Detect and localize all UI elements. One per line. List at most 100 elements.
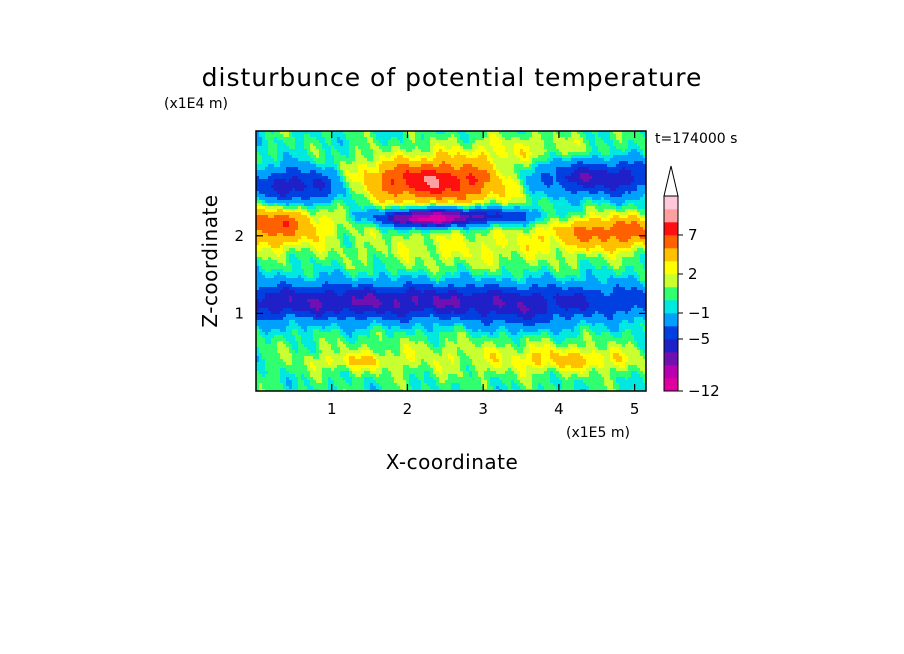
contour-cell — [256, 386, 260, 390]
contour-cell — [562, 380, 575, 384]
contour-cell — [310, 221, 317, 225]
contour-cell — [439, 317, 452, 321]
contour-cell — [535, 344, 545, 348]
contour-cell — [580, 275, 587, 279]
contour-cell — [286, 281, 326, 285]
contour-cell — [322, 371, 341, 375]
contour-cell — [592, 323, 596, 327]
contour-cell — [601, 137, 611, 141]
contour-cell — [487, 386, 494, 390]
contour-cell — [298, 347, 308, 351]
contour-cell — [538, 284, 548, 288]
contour-cell — [319, 329, 332, 333]
contour-cell — [436, 263, 446, 267]
contour-cell — [439, 245, 467, 249]
contour-cell — [520, 380, 533, 384]
contour-cell — [313, 332, 341, 336]
contour-cell — [385, 212, 395, 216]
contour-cell — [433, 146, 446, 150]
contour-cell — [433, 212, 443, 216]
contour-cell — [403, 242, 425, 246]
contour-cell — [436, 380, 440, 384]
colorbar-segment — [664, 352, 678, 366]
colorbar-segment — [664, 235, 678, 249]
contour-cell — [364, 155, 374, 159]
contour-cell — [496, 134, 503, 138]
contour-cell — [352, 296, 356, 300]
contour-cell — [310, 242, 326, 246]
contour-cell — [373, 194, 395, 198]
contour-cell — [577, 245, 596, 249]
contour-cell — [526, 386, 533, 390]
contour-cell — [259, 152, 269, 156]
contour-cell — [625, 377, 629, 381]
contour-cell — [256, 185, 272, 189]
contour-cell — [463, 233, 476, 237]
contour-cell — [433, 284, 449, 288]
contour-cell — [460, 272, 470, 276]
contour-cell — [313, 152, 320, 156]
contour-cell — [307, 206, 317, 210]
contour-cell — [523, 302, 548, 306]
contour-cell — [373, 272, 380, 276]
contour-cell — [400, 149, 407, 153]
contour-cell — [325, 140, 332, 144]
contour-cell — [571, 317, 608, 321]
contour-cell — [328, 317, 338, 321]
contour-cell — [484, 152, 491, 156]
contour-cell — [376, 320, 401, 324]
contour-cell — [559, 263, 569, 267]
contour-cell — [457, 338, 470, 342]
contour-cell — [313, 251, 320, 255]
contour-cell — [556, 248, 560, 252]
contour-cell — [379, 146, 392, 150]
contour-cell — [457, 332, 467, 336]
contour-cell — [589, 371, 599, 375]
contour-cell — [349, 143, 371, 147]
contour-cell — [415, 188, 446, 192]
contour-cell — [595, 137, 602, 141]
contour-cell — [571, 329, 575, 333]
contour-cell — [526, 341, 554, 345]
contour-cell — [610, 227, 644, 231]
contour-cell — [373, 293, 464, 297]
contour-cell — [256, 257, 263, 261]
contour-cell — [436, 251, 443, 255]
contour-cell — [469, 374, 473, 378]
contour-cell — [529, 308, 548, 312]
contour-cell — [598, 254, 602, 258]
contour-cell — [466, 329, 473, 333]
contour-cell — [256, 167, 266, 171]
contour-cell — [286, 389, 299, 391]
contour-cell — [493, 299, 503, 303]
contour-cell — [268, 146, 278, 150]
contour-cell — [529, 149, 548, 153]
contour-cell — [349, 155, 356, 159]
contour-cell — [481, 320, 494, 324]
contour-cell — [295, 188, 305, 192]
contour-cell — [466, 224, 491, 228]
contour-cell — [526, 188, 530, 192]
contour-cell — [406, 131, 416, 135]
contour-cell — [316, 248, 326, 252]
contour-cell — [427, 344, 434, 348]
contour-cell — [586, 227, 593, 231]
colorbar-label: 7 — [688, 226, 698, 244]
contour-cell — [574, 278, 587, 282]
contour-cell — [376, 374, 380, 378]
contour-cell — [397, 230, 410, 234]
contour-cell — [643, 290, 646, 294]
contour-cell — [469, 179, 479, 183]
contour-cell — [400, 326, 413, 330]
contour-cell — [496, 353, 503, 357]
contour-cell — [400, 386, 407, 390]
contour-cell — [553, 140, 575, 144]
contour-cell — [610, 188, 617, 192]
contour-cell — [619, 212, 629, 216]
contour-cell — [604, 383, 614, 387]
contour-cell — [409, 158, 422, 162]
contour-cell — [634, 320, 646, 324]
contour-cell — [469, 272, 473, 276]
contour-cell — [643, 371, 646, 375]
contour-cell — [436, 245, 440, 249]
